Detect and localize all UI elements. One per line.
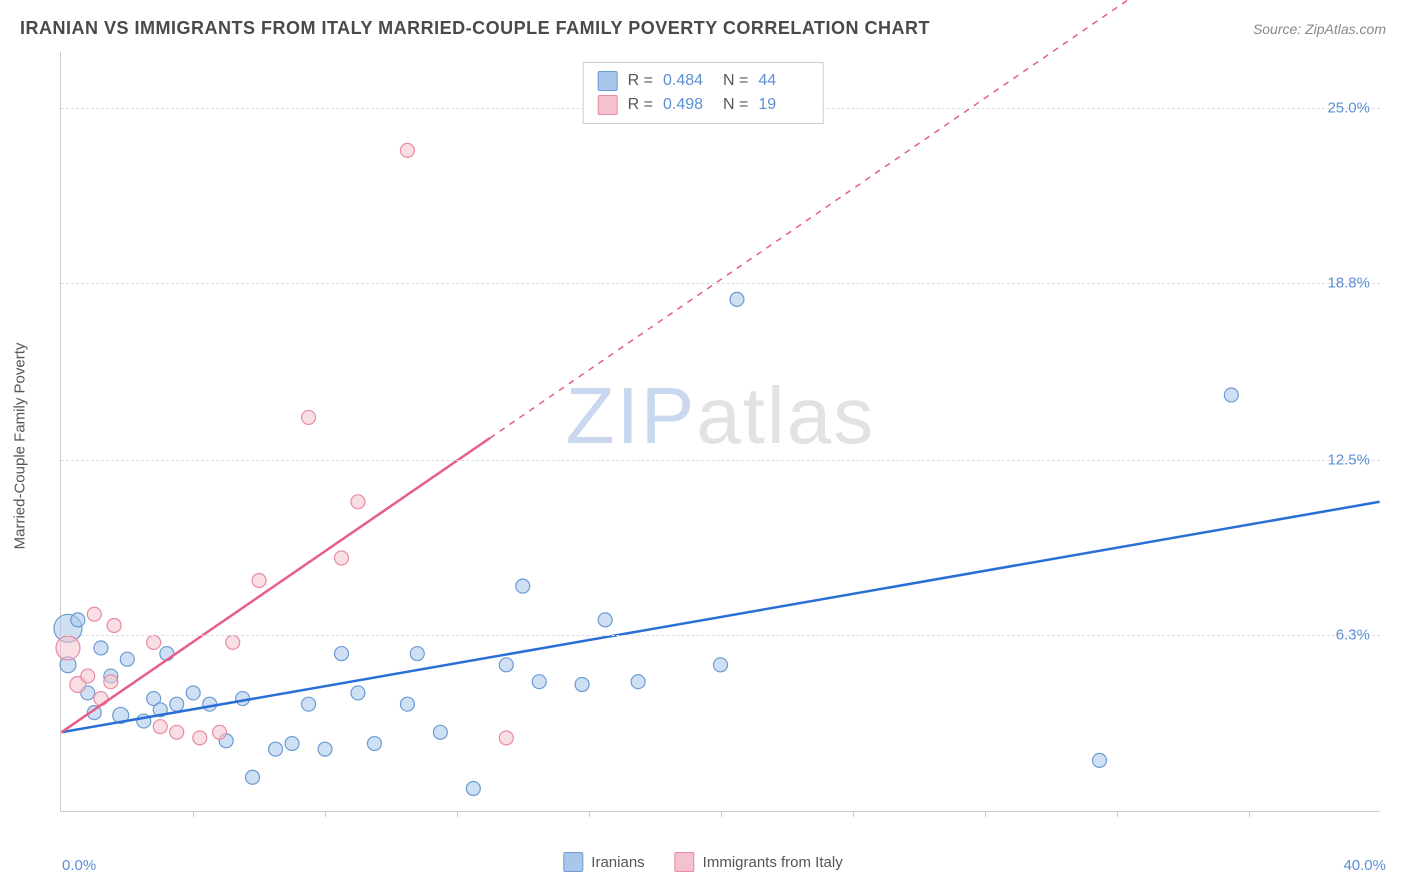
series-legend: Iranians Immigrants from Italy <box>563 852 842 872</box>
data-point <box>499 731 513 745</box>
data-point <box>410 647 424 661</box>
r-label: R = <box>628 72 653 90</box>
y-tick-label: 12.5% <box>1327 452 1370 469</box>
x-tick <box>589 811 590 817</box>
data-point <box>107 618 121 632</box>
gridline <box>61 460 1380 461</box>
data-point <box>170 697 184 711</box>
correlation-legend-row: R = 0.498 N = 19 <box>598 93 809 117</box>
data-point <box>433 725 447 739</box>
x-axis-min-label: 0.0% <box>62 857 96 874</box>
x-tick <box>1249 811 1250 817</box>
data-point <box>104 675 118 689</box>
data-point <box>71 613 85 627</box>
data-point <box>193 731 207 745</box>
legend-swatch <box>598 71 618 91</box>
source-attribution: Source: ZipAtlas.com <box>1253 21 1386 37</box>
data-point <box>367 737 381 751</box>
data-point <box>203 697 217 711</box>
data-point <box>87 607 101 621</box>
data-point <box>318 742 332 756</box>
chart-title: IRANIAN VS IMMIGRANTS FROM ITALY MARRIED… <box>20 18 930 39</box>
legend-swatch <box>563 852 583 872</box>
regression-line <box>61 438 489 732</box>
data-point <box>186 686 200 700</box>
y-axis-label: Married-Couple Family Poverty <box>12 343 29 550</box>
y-tick-label: 18.8% <box>1327 274 1370 291</box>
n-value: 44 <box>758 72 808 90</box>
series-legend-label: Immigrants from Italy <box>703 854 843 871</box>
data-point <box>532 675 546 689</box>
data-point <box>213 725 227 739</box>
data-point <box>351 686 365 700</box>
scatter-svg <box>61 52 1380 811</box>
data-point <box>269 742 283 756</box>
x-tick <box>193 811 194 817</box>
n-value: 19 <box>758 96 808 114</box>
data-point <box>575 678 589 692</box>
x-tick <box>325 811 326 817</box>
r-value: 0.498 <box>663 96 713 114</box>
data-point <box>94 692 108 706</box>
data-point <box>120 652 134 666</box>
data-point <box>631 675 645 689</box>
data-point <box>94 641 108 655</box>
data-point <box>598 613 612 627</box>
x-tick <box>721 811 722 817</box>
data-point <box>400 143 414 157</box>
data-point <box>714 658 728 672</box>
data-point <box>302 697 316 711</box>
data-point <box>400 697 414 711</box>
gridline <box>61 635 1380 636</box>
data-point <box>285 737 299 751</box>
x-tick <box>853 811 854 817</box>
n-label: N = <box>723 72 748 90</box>
data-point <box>1224 388 1238 402</box>
data-point <box>730 292 744 306</box>
data-point <box>466 782 480 796</box>
x-tick <box>985 811 986 817</box>
data-point <box>516 579 530 593</box>
data-point <box>81 669 95 683</box>
x-tick <box>1117 811 1118 817</box>
series-legend-label: Iranians <box>591 854 644 871</box>
y-tick-label: 25.0% <box>1327 100 1370 117</box>
data-point <box>252 573 266 587</box>
x-axis-max-label: 40.0% <box>1343 857 1386 874</box>
data-point <box>147 635 161 649</box>
data-point <box>1093 753 1107 767</box>
data-point <box>351 495 365 509</box>
data-point <box>302 410 316 424</box>
y-tick-label: 6.3% <box>1336 626 1370 643</box>
data-point <box>170 725 184 739</box>
chart-header: IRANIAN VS IMMIGRANTS FROM ITALY MARRIED… <box>20 18 1386 39</box>
r-label: R = <box>628 96 653 114</box>
r-value: 0.484 <box>663 72 713 90</box>
data-point <box>226 635 240 649</box>
x-tick <box>457 811 458 817</box>
data-point <box>246 770 260 784</box>
plot-area: ZIPatlas 6.3%12.5%18.8%25.0% <box>60 52 1380 812</box>
correlation-legend: R = 0.484 N = 44 R = 0.498 N = 19 <box>583 62 824 124</box>
data-point <box>153 720 167 734</box>
series-legend-item: Iranians <box>563 852 644 872</box>
series-legend-item: Immigrants from Italy <box>675 852 843 872</box>
data-point <box>335 551 349 565</box>
correlation-legend-row: R = 0.484 N = 44 <box>598 69 809 93</box>
data-point <box>499 658 513 672</box>
legend-swatch <box>675 852 695 872</box>
data-point <box>56 636 80 660</box>
legend-swatch <box>598 95 618 115</box>
regression-line <box>61 502 1379 733</box>
data-point <box>335 647 349 661</box>
n-label: N = <box>723 96 748 114</box>
gridline <box>61 283 1380 284</box>
